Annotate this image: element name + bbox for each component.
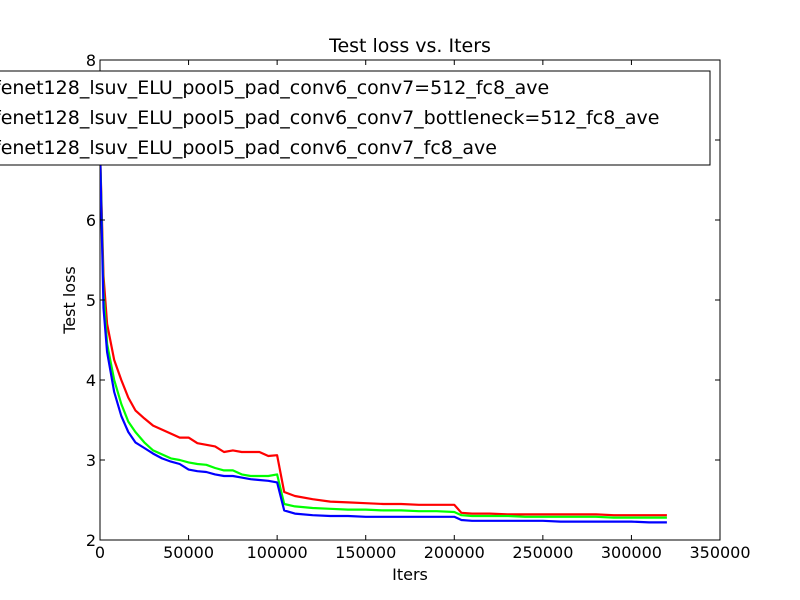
legend-entry-label-3: fenet128_lsuv_ELU_pool5_pad_conv6_conv7_… [0, 137, 497, 159]
x-tick-label: 150000 [335, 543, 396, 562]
y-tick-label: 3 [86, 451, 96, 470]
y-tick-label: 6 [86, 211, 96, 230]
x-tick-label: 50000 [163, 543, 214, 562]
legend-entry-label-1: fenet128_lsuv_ELU_pool5_pad_conv6_conv7=… [0, 77, 549, 99]
chart-title: Test loss vs. Iters [328, 35, 491, 57]
series-line-3 [100, 147, 667, 524]
x-tick-label: 100000 [247, 543, 308, 562]
x-tick-label: 300000 [601, 543, 662, 562]
y-tick-label: 4 [86, 371, 96, 390]
legend-box [0, 70, 711, 166]
x-tick-label: 350000 [689, 543, 750, 562]
legend: fenet128_lsuv_ELU_pool5_pad_conv6_conv7=… [0, 70, 711, 166]
x-tick-label: 250000 [512, 543, 573, 562]
x-axis-label: Iters [392, 565, 428, 584]
x-axis: 0 50000 100000 150000 200000 250000 300000 3500… [95, 60, 751, 562]
legend-entry-label-2: fenet128_lsuv_ELU_pool5_pad_conv6_conv7_… [0, 107, 659, 129]
y-tick-label: 2 [86, 531, 96, 550]
x-tick-label: 200000 [424, 543, 485, 562]
y-tick-label: 5 [86, 291, 96, 310]
series-group [100, 147, 667, 524]
series-line-2 [100, 147, 667, 519]
x-tick-label: 0 [95, 543, 105, 562]
y-tick-label: 8 [86, 51, 96, 70]
y-axis-label: Test loss [60, 266, 79, 335]
series-line-1 [100, 147, 667, 517]
